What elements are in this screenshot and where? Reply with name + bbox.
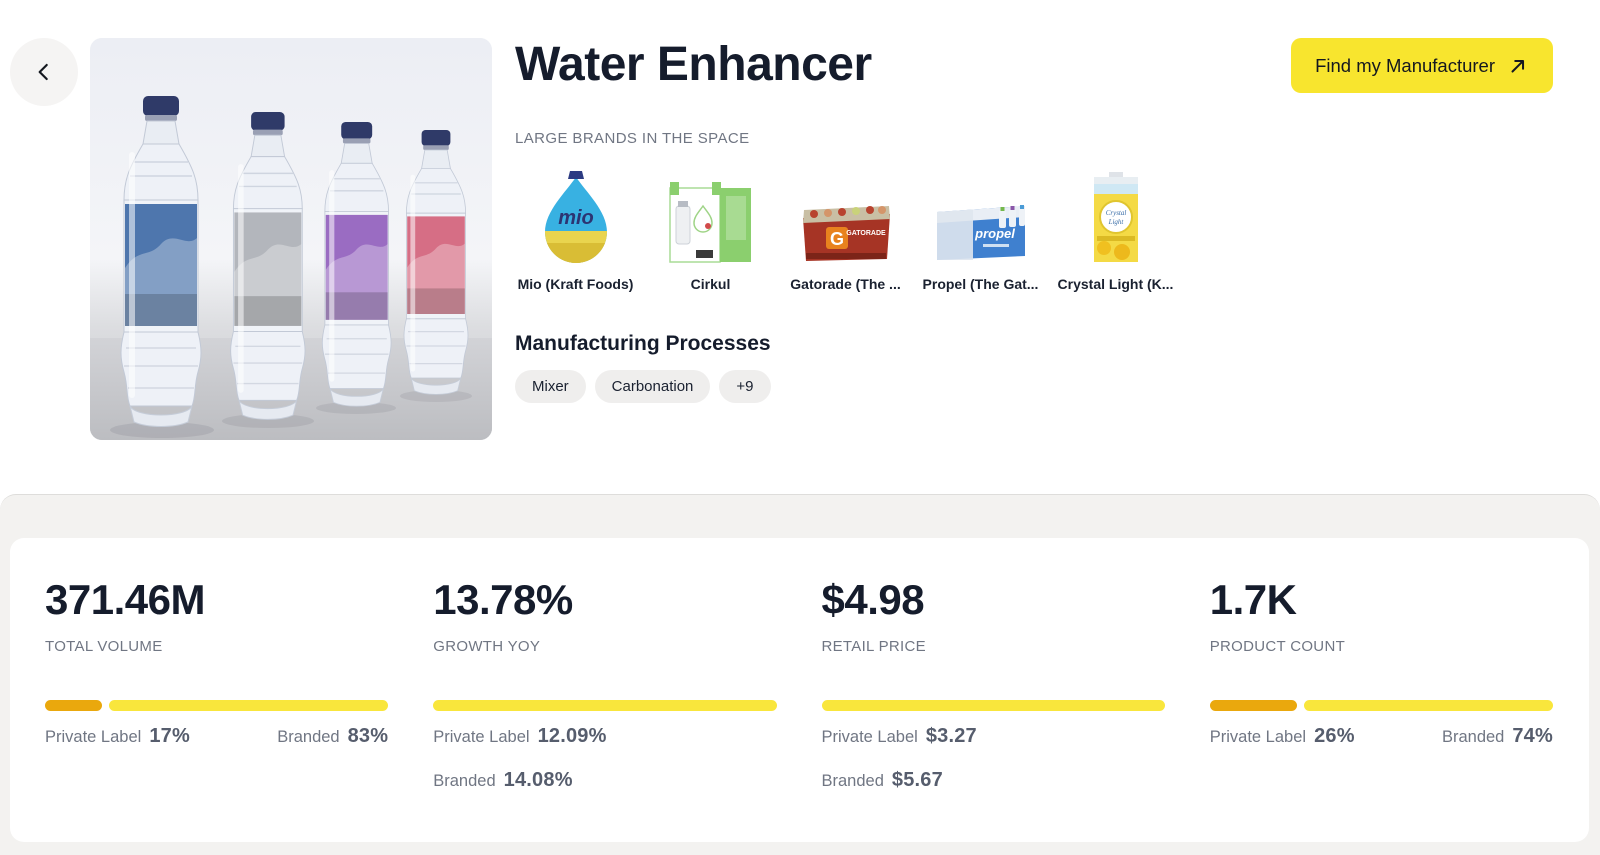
gatorade-pack-icon: G GATORADE (798, 169, 894, 264)
stat-value: $4.98 (821, 576, 925, 623)
brands-row: mio Mio (Kraft Foods) Cirkul G GATORADE … (515, 169, 1255, 292)
breakdown-private-label: Private Label 17% (45, 725, 190, 748)
stat-breakdown: Private Label 12.09% Branded 14.08% (433, 725, 776, 792)
process-tag-carbonation[interactable]: Carbonation (594, 370, 711, 403)
stats-card: 371.46M TOTAL VOLUME Private Label 17% Bra… (10, 538, 1589, 842)
svg-text:mio: mio (558, 207, 594, 229)
breakdown-label: Private Label (821, 728, 918, 746)
mio-bottle-icon: mio (540, 169, 612, 264)
stat-value: 1.7K (1209, 576, 1297, 623)
private-label-vs-branded-bar (433, 700, 777, 711)
breakdown-private-label: Private Label 26% (1210, 725, 1355, 748)
breakdown-label: Private Label (1209, 728, 1307, 746)
stat-breakdown: Private Label 26% Branded 74% (1210, 725, 1553, 748)
stat-breakdown: Private Label 17% Branded 83% (45, 725, 388, 748)
brand-item-cirkul-box[interactable]: Cirkul (650, 169, 771, 292)
page-title: Water Enhancer (515, 38, 872, 91)
breakdown-branded: Branded 14.08% (433, 769, 776, 792)
process-tags-row: Mixer Carbonation +9 (515, 370, 1255, 403)
breakdown-label: Private Label (433, 728, 530, 746)
process-tag--9[interactable]: +9 (719, 370, 771, 403)
breakdown-label: Branded (277, 728, 340, 746)
branded-segment (1304, 700, 1553, 711)
svg-text:propel: propel (974, 226, 1015, 241)
breakdown-value: $5.67 (891, 769, 943, 791)
find-manufacturer-button[interactable]: Find my Manufacturer (1291, 38, 1553, 93)
back-button[interactable] (10, 38, 78, 106)
breakdown-private-label: Private Label 12.09% (433, 725, 776, 748)
category-header: Water Enhancer LARGE BRANDS IN THE SPACE… (10, 38, 1553, 440)
breakdown-branded: Branded $5.67 (822, 769, 1165, 792)
brand-item-mio-bottle[interactable]: mio Mio (Kraft Foods) (515, 169, 636, 292)
brand-item-propel-pack[interactable]: propel Propel (The Gat... (920, 169, 1041, 292)
branded-segment (821, 700, 1165, 711)
breakdown-value: 83% (347, 725, 389, 747)
process-tag-mixer[interactable]: Mixer (515, 370, 586, 403)
brands-section-heading: LARGE BRANDS IN THE SPACE (515, 130, 750, 147)
breakdown-branded: Branded 83% (277, 725, 388, 748)
arrow-up-right-icon (1507, 55, 1529, 77)
category-summary: Water Enhancer LARGE BRANDS IN THE SPACE… (515, 38, 1255, 403)
breakdown-value: 14.08% (503, 769, 573, 791)
find-manufacturer-label: Find my Manufacturer (1315, 54, 1495, 76)
brand-label: Gatorade (The ... (790, 276, 901, 292)
breakdown-value: 17% (149, 725, 190, 747)
processes-heading: Manufacturing Processes (515, 332, 771, 355)
propel-pack-icon: propel (933, 169, 1029, 264)
breakdown-value: 26% (1314, 725, 1355, 747)
breakdown-label: Private Label (45, 728, 142, 746)
breakdown-value: 74% (1512, 725, 1553, 747)
breakdown-value: 12.09% (537, 725, 607, 747)
brand-label: Mio (Kraft Foods) (517, 276, 634, 292)
brand-item-crystal-light-box[interactable]: Crystal Light Crystal Light (K... (1055, 169, 1176, 292)
stat-label: PRODUCT COUNT (1209, 638, 1346, 655)
stat-growth-yoy: 13.78% GROWTH YOY Private Label 12.09% Bra… (433, 576, 777, 842)
svg-text:G: G (829, 229, 843, 249)
private-label-vs-branded-bar (821, 700, 1165, 711)
stat-label: TOTAL VOLUME (45, 638, 163, 655)
stat-value: 13.78% (433, 576, 573, 623)
private-label-vs-branded-bar (45, 700, 389, 711)
category-hero-image (90, 38, 492, 440)
svg-text:GATORADE: GATORADE (846, 230, 886, 237)
stat-breakdown: Private Label $3.27 Branded $5.67 (822, 725, 1165, 792)
stat-total-volume: 371.46M TOTAL VOLUME Private Label 17% Bra… (45, 576, 389, 842)
brand-label: Cirkul (690, 276, 731, 292)
branded-segment (433, 700, 777, 711)
svg-text:Crystal: Crystal (1105, 209, 1126, 217)
stat-label: GROWTH YOY (433, 638, 541, 655)
stat-value: 371.46M (45, 576, 205, 623)
crystal-light-box-icon: Crystal Light (1091, 169, 1141, 264)
branded-segment (109, 700, 389, 711)
cirkul-box-icon (668, 169, 753, 264)
breakdown-branded: Branded 74% (1442, 725, 1553, 748)
brand-item-gatorade-pack[interactable]: G GATORADE Gatorade (The ... (785, 169, 906, 292)
private-label-vs-branded-bar (1209, 700, 1553, 711)
brand-label: Propel (The Gat... (922, 276, 1039, 292)
stat-product-count: 1.7K PRODUCT COUNT Private Label 26% Brand… (1209, 576, 1553, 842)
breakdown-label: Branded (433, 772, 496, 790)
svg-text:Light: Light (1107, 218, 1124, 226)
stat-label: RETAIL PRICE (821, 638, 926, 655)
private-label-segment (1209, 700, 1298, 711)
breakdown-private-label: Private Label $3.27 (822, 725, 1165, 748)
chevron-left-icon (31, 59, 57, 85)
stat-retail-price: $4.98 RETAIL PRICE Private Label $3.27 Bra… (821, 576, 1165, 842)
breakdown-label: Branded (821, 772, 884, 790)
brand-label: Crystal Light (K... (1057, 276, 1174, 292)
private-label-segment (45, 700, 103, 711)
breakdown-label: Branded (1441, 728, 1505, 746)
breakdown-value: $3.27 (925, 725, 977, 747)
stats-section: 371.46M TOTAL VOLUME Private Label 17% Bra… (0, 494, 1600, 855)
